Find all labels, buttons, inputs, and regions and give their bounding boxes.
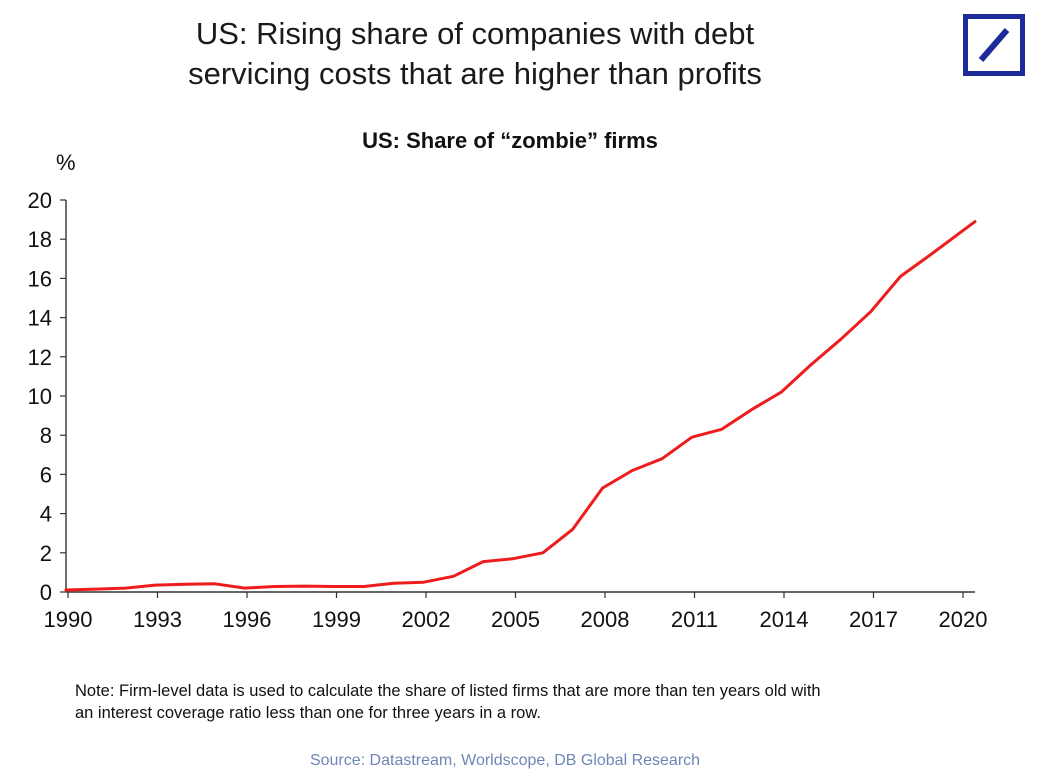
y-tick-label: 4 [40, 502, 52, 527]
chart-axes [65, 200, 975, 593]
x-tick-label: 1993 [133, 607, 182, 632]
zombie-share-series-line [64, 220, 977, 592]
line-chart: 0 2 4 6 8 10 12 14 16 18 20 1990 1993 1996 1999 2002 20… [28, 188, 988, 632]
y-tick-label: 0 [40, 580, 52, 605]
x-tick-label: 2002 [402, 607, 451, 632]
deutsche-bank-slash-logo-icon [963, 14, 1025, 76]
headline: US: Rising share of companies with debt … [60, 14, 890, 94]
x-tick-label: 2017 [849, 607, 898, 632]
y-axis-unit-label: % [56, 150, 76, 175]
y-tick-label: 16 [28, 266, 52, 291]
x-tick-label: 2005 [491, 607, 540, 632]
x-axis-ticks: 1990 1993 1996 1999 2002 2005 2008 2011 2014 2017… [44, 592, 988, 632]
y-tick-label: 8 [40, 423, 52, 448]
note-line-2: an interest coverage ratio less than one… [75, 704, 541, 722]
y-tick-label: 18 [28, 227, 52, 252]
headline-line-1: US: Rising share of companies with debt [195, 16, 755, 51]
x-tick-label: 2011 [671, 607, 718, 632]
y-tick-label: 6 [40, 462, 52, 487]
headline-line-2: servicing costs that are higher than pro… [188, 56, 762, 91]
series-group [64, 220, 977, 592]
y-tick-label: 14 [28, 306, 52, 331]
x-tick-label: 1996 [223, 607, 272, 632]
x-tick-label: 2014 [760, 607, 809, 632]
note-line-1: Note: Firm-level data is used to calcula… [75, 682, 821, 700]
x-tick-label: 2020 [939, 607, 988, 632]
y-tick-label: 2 [40, 541, 52, 566]
source-credit: Source: Datastream, Worldscope, DB Globa… [309, 752, 701, 769]
chart-note: Note: Firm-level data is used to calcula… [75, 680, 1005, 724]
y-tick-label: 10 [28, 384, 52, 409]
chart-title: US: Share of “zombie” firms [362, 128, 658, 153]
y-axis-ticks: 0 2 4 6 8 10 12 14 16 18 20 [28, 188, 66, 605]
x-tick-label: 1999 [312, 607, 361, 632]
y-tick-label: 12 [28, 345, 52, 370]
y-tick-label: 20 [28, 188, 52, 213]
x-tick-label: 2008 [581, 607, 630, 632]
x-tick-label: 1990 [44, 607, 93, 632]
